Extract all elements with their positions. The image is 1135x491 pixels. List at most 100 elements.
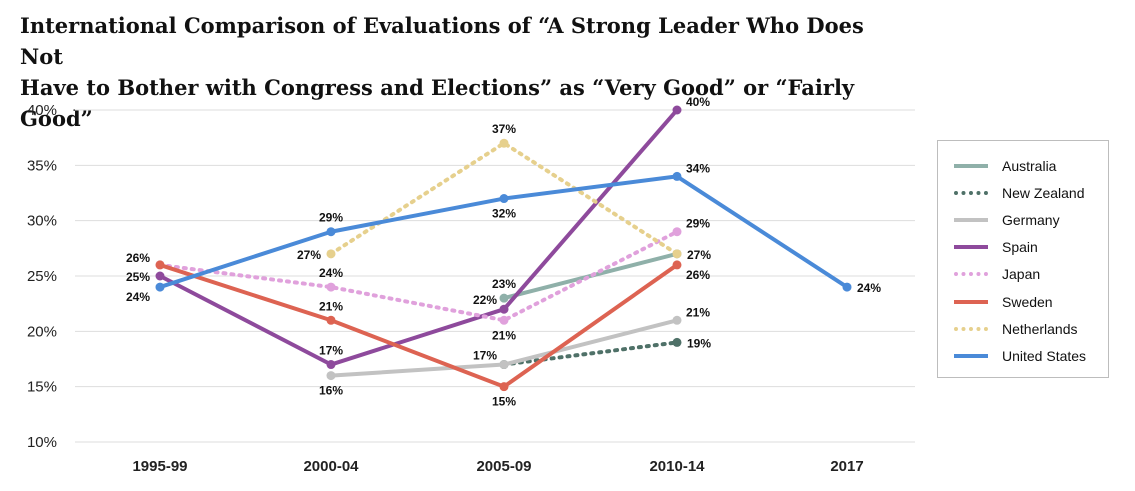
data-point-sweden bbox=[155, 260, 165, 270]
series-spain bbox=[155, 105, 682, 370]
data-label: 21% bbox=[319, 299, 343, 313]
data-point-spain bbox=[672, 105, 682, 115]
x-tick-label: 2010-14 bbox=[649, 458, 705, 475]
data-point-sweden bbox=[672, 260, 682, 270]
y-tick-label: 40% bbox=[27, 102, 57, 119]
series-netherlands bbox=[326, 138, 682, 259]
legend-label: Netherlands bbox=[1002, 320, 1078, 337]
legend-item-australia: Australia bbox=[938, 152, 1108, 179]
legend-item-new-zealand: New Zealand bbox=[938, 179, 1108, 206]
legend-label: New Zealand bbox=[1002, 184, 1085, 201]
legend-item-spain: Spain bbox=[938, 234, 1108, 261]
data-label: 24% bbox=[319, 266, 343, 280]
data-label: 21% bbox=[686, 305, 710, 319]
legend-swatch bbox=[954, 190, 988, 195]
series-line-netherlands bbox=[329, 141, 679, 256]
data-point-sweden bbox=[326, 315, 336, 325]
data-label: 21% bbox=[492, 328, 516, 342]
y-tick-label: 25% bbox=[27, 268, 57, 285]
data-label: 27% bbox=[687, 248, 711, 262]
legend-item-netherlands: Netherlands bbox=[938, 315, 1108, 342]
x-tick-label: 2017 bbox=[830, 458, 863, 475]
legend-swatch bbox=[954, 245, 988, 250]
series-line-united-states bbox=[158, 174, 849, 290]
data-point-united-states bbox=[155, 282, 165, 292]
y-tick-label: 30% bbox=[27, 213, 57, 230]
data-point-netherlands bbox=[326, 249, 336, 259]
data-label: 25% bbox=[126, 270, 150, 284]
series-line-spain bbox=[158, 108, 679, 367]
data-label: 37% bbox=[492, 122, 516, 136]
data-point-germany bbox=[326, 371, 336, 381]
data-label: 40% bbox=[686, 95, 710, 109]
series-line-australia bbox=[502, 251, 679, 301]
data-label: 17% bbox=[473, 349, 497, 363]
legend-swatch bbox=[954, 272, 988, 277]
data-label: 15% bbox=[492, 395, 516, 409]
data-label: 23% bbox=[492, 277, 516, 291]
legend-item-japan: Japan bbox=[938, 261, 1108, 288]
legend-item-germany: Germany bbox=[938, 206, 1108, 233]
data-point-japan bbox=[499, 315, 509, 325]
legend-item-sweden: Sweden bbox=[938, 288, 1108, 315]
series-united-states bbox=[155, 171, 852, 292]
data-point-netherlands bbox=[672, 249, 682, 259]
legend-swatch bbox=[954, 217, 988, 222]
data-point-sweden bbox=[499, 382, 509, 392]
gridlines: 40% 35% 30% 25% 20% 15% 10% bbox=[27, 102, 915, 451]
data-label: 24% bbox=[126, 290, 150, 304]
data-label: 16% bbox=[319, 384, 343, 398]
series-group bbox=[155, 105, 852, 392]
data-label: 32% bbox=[492, 207, 516, 221]
data-point-spain bbox=[155, 271, 165, 281]
data-point-japan bbox=[326, 282, 336, 292]
legend-label: Spain bbox=[1002, 239, 1038, 256]
data-label: 29% bbox=[686, 217, 710, 231]
data-point-spain bbox=[326, 360, 336, 370]
data-point-japan bbox=[672, 227, 682, 237]
legend-swatch bbox=[954, 353, 988, 358]
series-line-sweden bbox=[158, 262, 679, 389]
x-tick-label: 2005-09 bbox=[476, 458, 531, 475]
data-point-spain bbox=[499, 304, 509, 314]
data-labels: 26% 25% 24% 29% 27% 24% 21% 17% 16% 37% 32% 23% 22% 2… bbox=[126, 95, 881, 409]
chart-legend: Australia New Zealand Germany Spain Japan Swe… bbox=[937, 140, 1109, 378]
y-tick-label: 10% bbox=[27, 434, 57, 451]
chart-title-line-1: International Comparison of Evaluations … bbox=[20, 13, 864, 69]
legend-label: Australia bbox=[1002, 157, 1057, 174]
legend-swatch bbox=[954, 163, 988, 168]
data-label: 26% bbox=[686, 268, 710, 282]
legend-item-united-states: United States bbox=[938, 342, 1108, 369]
legend-label: United States bbox=[1002, 347, 1087, 364]
y-tick-label: 20% bbox=[27, 323, 57, 340]
series-germany bbox=[326, 315, 682, 381]
data-label: 17% bbox=[319, 344, 343, 358]
data-label: 24% bbox=[857, 281, 881, 295]
legend-label: Germany bbox=[1002, 211, 1060, 228]
series-line-japan bbox=[158, 229, 679, 323]
data-point-new-zealand bbox=[672, 337, 682, 347]
data-label: 22% bbox=[473, 293, 497, 307]
data-point-united-states bbox=[672, 171, 682, 181]
series-line-new-zealand bbox=[502, 340, 679, 367]
data-point-united-states bbox=[842, 282, 852, 292]
x-tick-label: 1995-99 bbox=[132, 458, 187, 475]
y-tick-label: 15% bbox=[27, 379, 57, 396]
data-label: 19% bbox=[687, 336, 711, 350]
legend-swatch bbox=[954, 326, 988, 331]
series-sweden bbox=[155, 260, 682, 392]
legend-label: Japan bbox=[1002, 266, 1041, 283]
data-point-netherlands bbox=[499, 138, 509, 148]
data-point-germany bbox=[672, 315, 682, 325]
x-tick-label: 2000-04 bbox=[303, 458, 359, 475]
data-label: 29% bbox=[319, 211, 343, 225]
data-point-united-states bbox=[326, 227, 336, 237]
data-label: 27% bbox=[297, 248, 321, 262]
data-point-united-states bbox=[499, 194, 509, 204]
legend-label: Sweden bbox=[1002, 293, 1053, 310]
y-tick-label: 35% bbox=[27, 157, 57, 174]
legend-swatch bbox=[954, 299, 988, 304]
data-label: 26% bbox=[126, 251, 150, 265]
data-label: 34% bbox=[686, 161, 710, 175]
